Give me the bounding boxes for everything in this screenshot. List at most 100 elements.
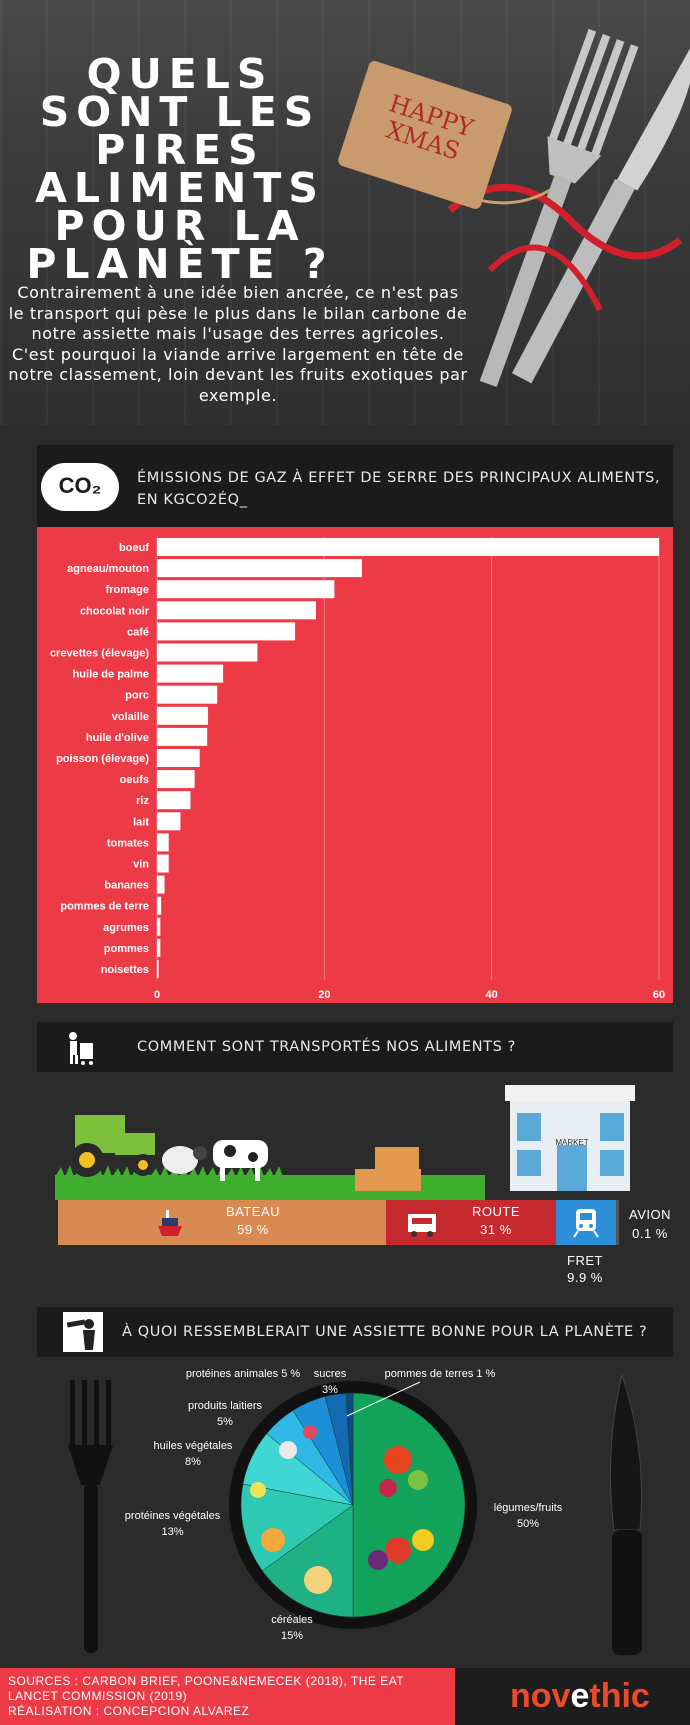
- category-label: huile de palme: [73, 669, 149, 681]
- label-huiles-vegetales-name: huiles végétales: [153, 1440, 233, 1452]
- bar: [157, 559, 362, 578]
- bar: [157, 917, 161, 936]
- label-produits-laitiers: produits laitiers 5%: [175, 1398, 275, 1430]
- bar: [157, 685, 218, 704]
- segment-avion-value: 0.1 %: [632, 1226, 668, 1241]
- transport-title: COMMENT SONT TRANSPORTÉS NOS ALIMENTS ?: [137, 1039, 516, 1055]
- food-illustration: [412, 1529, 434, 1551]
- intro-text: Contrairement à une idée bien ancrée, ce…: [8, 283, 468, 405]
- cutlery-illustration: [430, 28, 690, 388]
- bar: [157, 706, 209, 725]
- label-legumes-fruits: légumes/fruits 50%: [478, 1500, 578, 1532]
- plate-slice: [345, 1392, 354, 1506]
- delivery-person-icon: [69, 1032, 93, 1065]
- food-illustration: [250, 1482, 266, 1498]
- sources-line-2: LANCET COMMISSION (2019): [8, 1689, 188, 1703]
- category-label: oeufs: [120, 774, 149, 786]
- category-label: boeuf: [119, 542, 149, 554]
- food-illustration: [379, 1479, 397, 1497]
- emissions-title: ÉMISSIONS DE GAZ À EFFET DE SERRE DES PR…: [137, 470, 661, 508]
- fork-icon: [68, 1380, 113, 1653]
- label-produits-laitiers-name: produits laitiers: [188, 1400, 262, 1412]
- x-tick-label: 60: [653, 989, 665, 1001]
- truck-icon: [408, 1214, 436, 1237]
- label-legumes-fruits-name: légumes/fruits: [493, 1502, 563, 1514]
- segment-avion: [616, 1200, 619, 1245]
- x-tick-label: 0: [154, 989, 160, 1001]
- logo-part-2: e: [570, 1677, 590, 1715]
- co2-cloud-icon: CO₂: [41, 463, 119, 511]
- ship-icon: [158, 1210, 182, 1236]
- knife-icon: [609, 1373, 643, 1655]
- brand-footer: novethic: [455, 1668, 690, 1725]
- bar: [157, 538, 659, 556]
- label-produits-laitiers-value: 5%: [217, 1416, 233, 1428]
- label-huiles-vegetales: huiles végétales 8%: [143, 1438, 243, 1470]
- x-tick-label: 20: [318, 989, 330, 1001]
- segment-bateau-value: 59 %: [237, 1222, 269, 1237]
- novethic-logo: novethic: [510, 1677, 650, 1716]
- bar: [157, 727, 208, 746]
- segment-fret-label: FRET: [567, 1253, 603, 1268]
- category-label: riz: [136, 795, 149, 807]
- bar: [157, 960, 159, 978]
- bar: [157, 812, 181, 831]
- hero-section: HAPPY XMAS QUELS SONT LES PIRES ALIMENTS…: [0, 0, 690, 425]
- label-sucres: sucres 3%: [305, 1366, 355, 1398]
- segment-fret-value: 9.9 %: [567, 1270, 603, 1285]
- category-label: chocolat noir: [80, 605, 150, 617]
- food-illustration: [385, 1537, 411, 1563]
- plate-header: À QUOI RESSEMBLERAIT UNE ASSIETTE BONNE …: [37, 1307, 673, 1357]
- segment-bateau: BATEAU 59 %: [58, 1200, 386, 1245]
- label-sucres-value: 3%: [322, 1384, 338, 1396]
- co2-icon-text: CO₂: [58, 473, 102, 498]
- label-sucres-name: sucres: [313, 1368, 347, 1380]
- segment-route-value: 31 %: [480, 1222, 512, 1237]
- emissions-chart: 0 20 40 60 boeuf agneau/mouton fromage chocolat…: [37, 527, 673, 1003]
- bar: [157, 791, 191, 810]
- category-label: volaille: [112, 711, 149, 723]
- category-label: lait: [133, 816, 149, 828]
- bar: [157, 580, 335, 599]
- food-illustration: [303, 1425, 317, 1439]
- sources-line-1: SOURCES : CARBON BRIEF, POONE&NEMECEK (2…: [8, 1674, 405, 1688]
- farm-to-market-illustration: MARKET: [55, 1085, 635, 1200]
- page-title: QUELS SONT LES PIRES ALIMENTS POUR LA PL…: [26, 50, 334, 288]
- label-pommes-de-terre: pommes de terres 1 %: [384, 1368, 496, 1380]
- category-label: pommes: [104, 943, 149, 955]
- market-sign: MARKET: [555, 1138, 588, 1147]
- category-label: crevettes (élevage): [50, 648, 149, 660]
- label-proteines-animales: protéines animales 5 %: [185, 1368, 301, 1380]
- label-huiles-vegetales-value: 8%: [185, 1456, 201, 1468]
- segment-bateau-label: BATEAU: [225, 1204, 281, 1219]
- food-illustration: [279, 1441, 297, 1459]
- bar: [157, 622, 296, 641]
- bar: [157, 896, 162, 915]
- bar: [157, 938, 161, 957]
- sources-footer: SOURCES : CARBON BRIEF, POONE&NEMECEK (2…: [0, 1668, 455, 1725]
- bar: [157, 854, 169, 873]
- label-proteines-vegetales-value: 13%: [161, 1526, 184, 1538]
- segment-avion-label: AVION: [629, 1207, 671, 1222]
- category-label: fromage: [106, 584, 149, 596]
- explorer-icon-box: [63, 1312, 103, 1352]
- transport-header: COMMENT SONT TRANSPORTÉS NOS ALIMENTS ?: [37, 1022, 673, 1072]
- category-label: huile d'olive: [86, 732, 149, 744]
- bar: [157, 749, 200, 767]
- category-label: agneau/mouton: [67, 563, 149, 575]
- label-legumes-fruits-value: 50%: [516, 1518, 540, 1530]
- gift-tag-text: HAPPY XMAS: [382, 89, 477, 166]
- label-cereales: céréales 15%: [252, 1612, 332, 1644]
- segment-route-label: ROUTE: [472, 1204, 520, 1219]
- bar: [157, 643, 258, 662]
- category-label: noisettes: [101, 964, 149, 976]
- logo-part-1: nov: [510, 1677, 571, 1715]
- emissions-chart-svg: 0 20 40 60 boeuf agneau/mouton fromage chocolat…: [50, 537, 665, 1001]
- telescope-person-icon: [66, 1319, 95, 1350]
- food-illustration: [384, 1446, 412, 1474]
- category-label: café: [127, 626, 149, 638]
- food-illustration: [408, 1470, 428, 1490]
- category-label: vin: [133, 859, 149, 871]
- bar: [157, 601, 316, 620]
- segment-fret: [556, 1200, 616, 1245]
